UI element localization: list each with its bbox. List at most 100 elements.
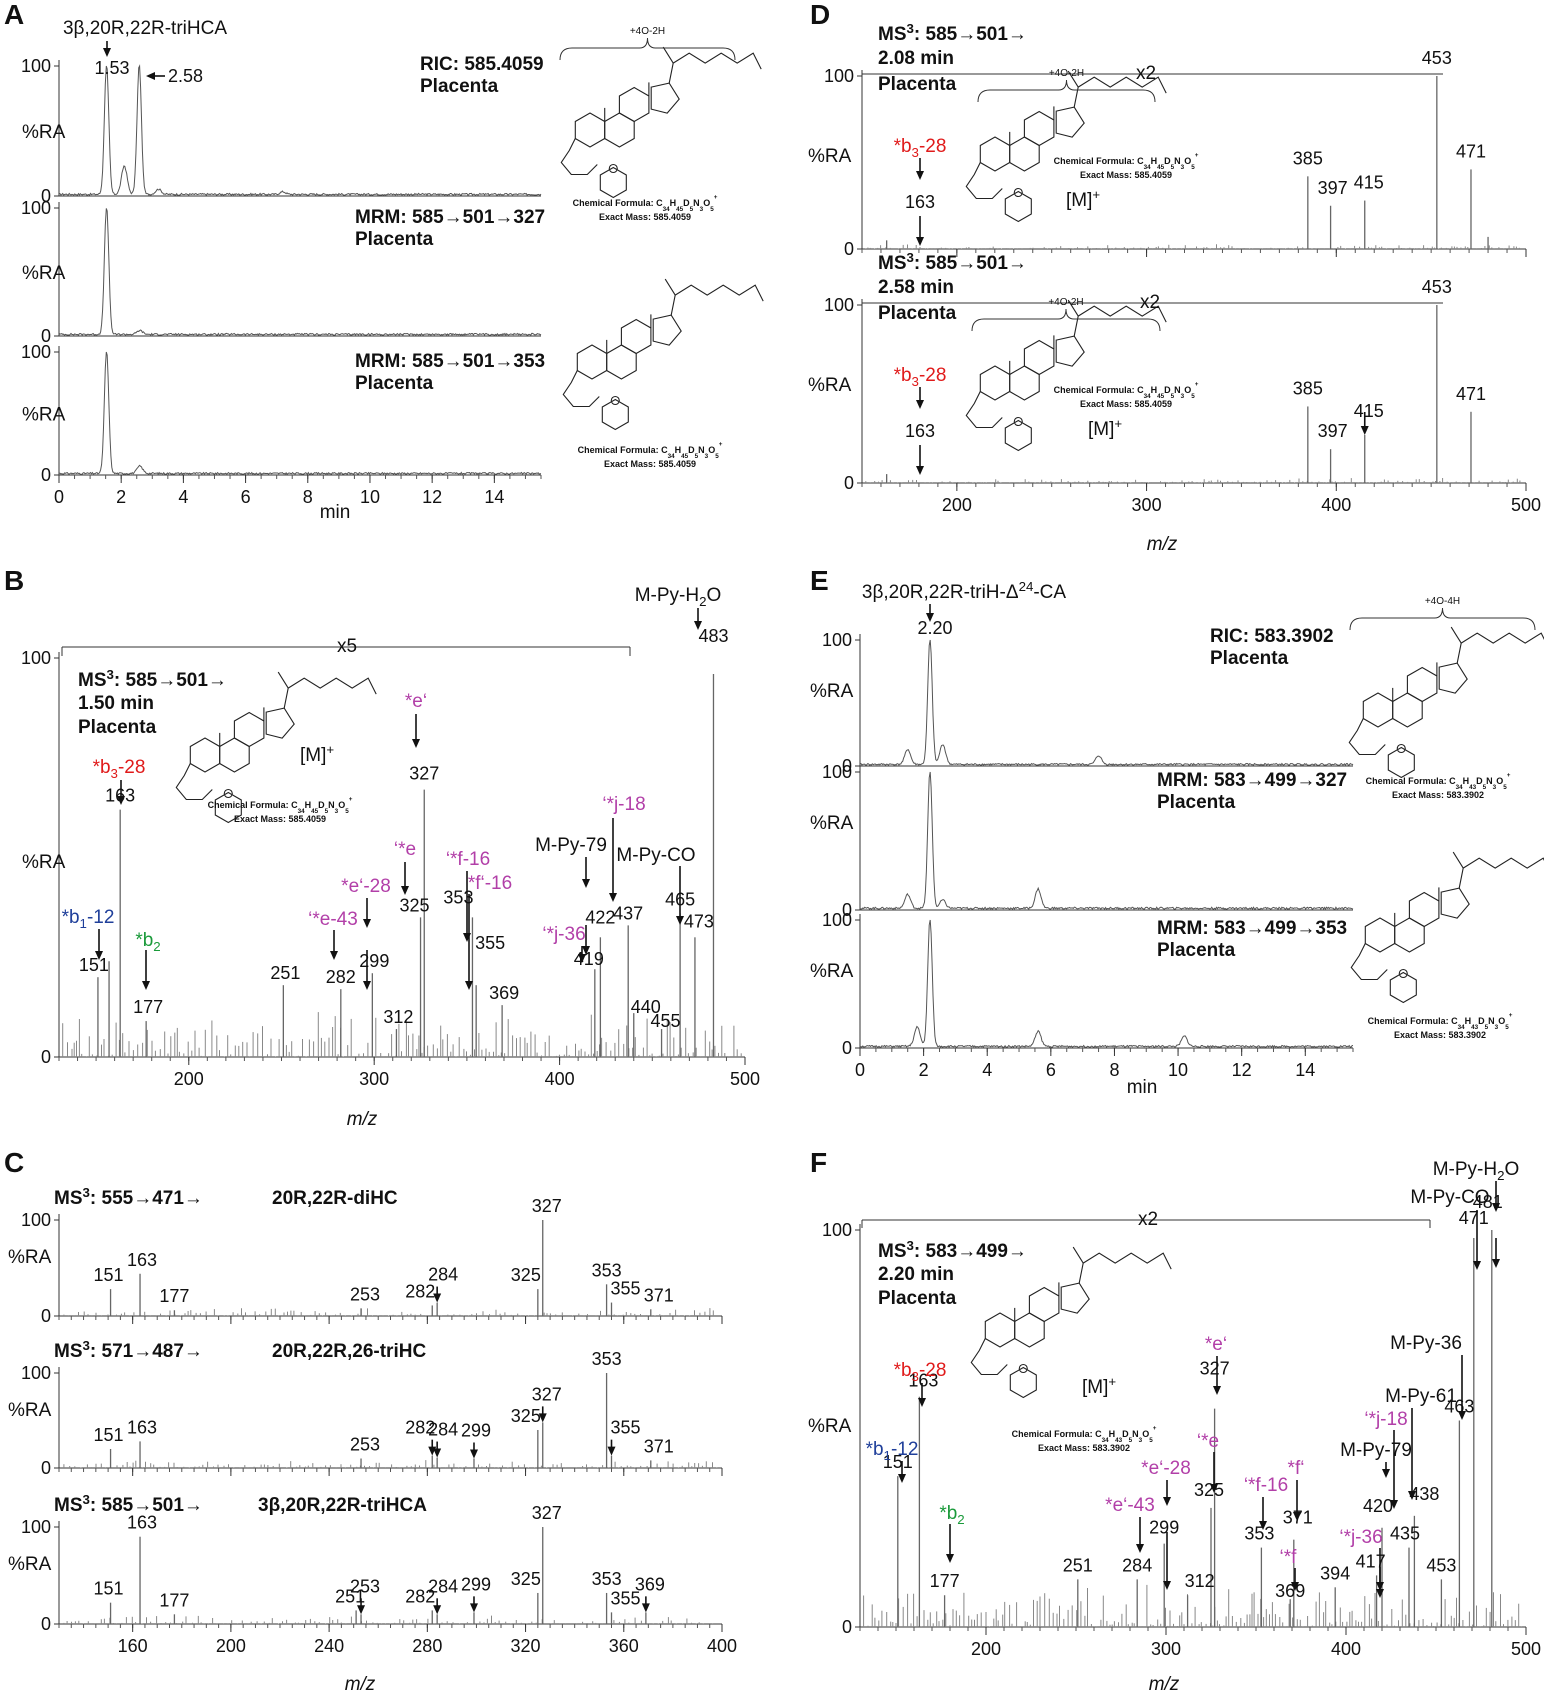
panel-a-trace-0-title-1: Placenta: [420, 76, 499, 97]
panel-e-mass-2: Exact Mass: 583.3902: [1394, 1030, 1486, 1040]
panel-a-trace-2-ytick-label-100: 100: [21, 342, 51, 362]
panel-d-arrow-b3-1: [916, 387, 924, 409]
panel-b-ann-e: ‘*e: [394, 839, 416, 860]
panel-letter-c: C: [4, 1147, 24, 1178]
panel-b-xlabel: m/z: [347, 1109, 378, 1130]
panel-f-ann-m-py-36: M-Py-36: [1390, 1333, 1462, 1354]
panel-e-formula-1: Chemical Formula: C34H43D5N3O5+: [1366, 772, 1511, 791]
panel-f-peak-label-312: 312: [1185, 1571, 1215, 1591]
panel-c-spectrum-0-peak-label-355: 355: [610, 1279, 640, 1299]
panel-c-spectrum-0-peak-label-325: 325: [511, 1265, 541, 1285]
panel-e-structure-1: [1348, 626, 1544, 779]
panel-c-spectrum-1-peak-arrow-284: [433, 1441, 442, 1458]
panel-f-ann-f: ‘*f: [1280, 1547, 1298, 1568]
panel-f-ann-b2: *b2: [939, 1503, 964, 1527]
panel-a-trace-2-xtick-label-14: 14: [484, 487, 504, 507]
panel-f-ann-e1-28: *e‘-28: [1141, 1458, 1191, 1479]
panel-e-trace-2-xtick-label-8: 8: [1109, 1060, 1119, 1080]
panel-a-formula-2: Chemical Formula: C34H45D5N3O5+: [578, 441, 723, 460]
panel-b-arrow-e1: [412, 714, 420, 748]
panel-b-ann-e1-28: *e‘-28: [341, 876, 391, 897]
panel-c-spectrum-0-peak-label-151: 151: [94, 1265, 124, 1285]
panel-e-compound-arrow: [926, 604, 934, 622]
panel-letter-e: E: [810, 565, 829, 596]
panel-f-xtick-label-300: 300: [1151, 1639, 1181, 1659]
panel-b-arrow-e-43: [330, 930, 338, 960]
panel-f-peak-label-463: 463: [1444, 1397, 1474, 1417]
panel-c-spectrum-2-xtick-label-400: 400: [707, 1636, 737, 1656]
panel-a-peak-label-1: 1.53: [94, 58, 129, 78]
panel-c-name-0: 20R,22R-diHC: [272, 1188, 398, 1209]
panel-c-spectrum-1-peak-label-355: 355: [610, 1418, 640, 1438]
panel-c-name-2: 3β,20R,22R-triHCA: [258, 1495, 427, 1516]
panel-f-ann-e: ‘*e: [1197, 1431, 1219, 1452]
panel-letter-d: D: [810, 0, 830, 30]
panel-f-title-1: 2.20 min: [878, 1264, 954, 1285]
panel-c-spectrum-2-xtick-label-240: 240: [314, 1636, 344, 1656]
panel-c-spectrum-1-ytick-label-100: 100: [21, 1363, 51, 1383]
panel-e-trace-2-xtick-label-2: 2: [919, 1060, 929, 1080]
panel-d-xlabel: m/z: [1147, 534, 1178, 555]
panel-f-arrow-e1: [1213, 1356, 1221, 1395]
panel-a-xlabel: min: [320, 502, 351, 523]
panel-e-trace-1-ytick-label-100: 100: [822, 762, 852, 782]
panel-e-formula-2: Chemical Formula: C34H43D5N3O5+: [1368, 1012, 1513, 1031]
panel-c-spectrum-0-noise: [63, 1308, 714, 1316]
panel-e-mass-1: Exact Mass: 583.3902: [1392, 790, 1484, 800]
panel-e-ylabel-0: %RA: [810, 681, 854, 702]
panel-e-trace-2-title-0: MRM: 583→499→353: [1157, 918, 1347, 939]
panel-f-mass: Exact Mass: 583.3902: [1038, 1443, 1130, 1453]
panel-f-ann-e-43: *e‘-43: [1105, 1495, 1155, 1516]
panel-c-title-1: MS3: 571→487→: [54, 1338, 203, 1362]
panel-b-ann-m-py-h2o: M-Py-H2O: [635, 585, 722, 609]
panel-f-ann-f-16: ‘*f-16: [1244, 1475, 1288, 1496]
panel-f-ytick-label-0: 0: [842, 1617, 852, 1637]
panel-a-trace-0-line: [58, 64, 542, 197]
panel-a-trace-1-ytick-label-100: 100: [21, 198, 51, 218]
panel-c-spectrum-1-peak-label-325: 325: [511, 1406, 541, 1426]
panel-c-spectrum-1-peak-label-253: 253: [350, 1435, 380, 1455]
panel-d-label-163-1: 163: [905, 421, 935, 441]
panel-e-trace-0-title-1: Placenta: [1210, 648, 1289, 669]
panel-f-arrow-b3: [918, 1383, 926, 1407]
panel-a-trace-1-title-0: MRM: 585→501→327: [355, 207, 545, 228]
panel-f-xlabel: m/z: [1149, 1674, 1180, 1695]
panel-b-xtick-label-200: 200: [174, 1069, 204, 1089]
panel-f-peak-label-327: 327: [1200, 1359, 1230, 1379]
panel-c-spectrum-2-peak-label-299: 299: [461, 1574, 491, 1594]
panel-d-spectrum-1-xtick-label-500: 500: [1511, 495, 1541, 515]
panel-b-ann-m-py-79: M-Py-79: [535, 835, 607, 856]
panel-c-spectrum-2-peak-label-251: 251: [335, 1586, 365, 1606]
panel-f-ann-b1-12: *b1-12: [866, 1439, 919, 1463]
panel-d-arrow-163-1: [916, 445, 924, 475]
panel-c-spectrum-2-peak-label-327: 327: [532, 1503, 562, 1523]
panel-c-spectrum-0-peak-label-353: 353: [592, 1260, 622, 1280]
panel-b-noise: [62, 1012, 742, 1057]
panel-c-spectrum-1-peak-label-353: 353: [592, 1349, 622, 1369]
panel-d-title-1-0: MS3: 585→501→: [878, 250, 1027, 274]
panel-e-trace-2-line: [859, 919, 1354, 1049]
panel-f-title-0: MS3: 583→499→: [878, 1238, 1027, 1262]
panel-c-spectrum-2-xtick-label-360: 360: [609, 1636, 639, 1656]
panel-b-arrow-f1-16: [465, 894, 473, 990]
panel-f-peak-label-251: 251: [1063, 1555, 1093, 1575]
panel-b-xtick-label-400: 400: [545, 1069, 575, 1089]
panel-f-arrow-j-18: [1390, 1430, 1398, 1509]
panel-a-trace-2-line: [58, 351, 542, 476]
panel-c-spectrum-0-peak-label-282: 282: [405, 1281, 435, 1301]
panel-b-ytick-label-100: 100: [21, 648, 51, 668]
panel-f-arrow-m-py-h2o: [1492, 1181, 1500, 1212]
panel-e-trace-2-ytick-label-100: 100: [822, 910, 852, 930]
panel-b-peak-label-251: 251: [270, 963, 300, 983]
panel-e-trace-2-xtick-label-0: 0: [855, 1060, 865, 1080]
panel-f-title-2: Placenta: [878, 1288, 957, 1309]
panel-f-arrow-e-43: [1136, 1517, 1144, 1553]
panel-d-bracket-1-label: +4O-2H: [1048, 297, 1083, 308]
panel-c-spectrum-2-peak-label-355: 355: [610, 1588, 640, 1608]
panel-c-spectrum-2-peak-label-284: 284: [428, 1576, 458, 1596]
panel-b-title-0: MS3: 585→501→: [78, 667, 227, 691]
panel-a-trace-2-xtick-label-2: 2: [116, 487, 126, 507]
panel-f-arrow-m-py-36: [1458, 1355, 1466, 1420]
panel-f-mion: [M]+: [1082, 1374, 1116, 1398]
panel-a-ylabel-0: %RA: [22, 122, 66, 143]
